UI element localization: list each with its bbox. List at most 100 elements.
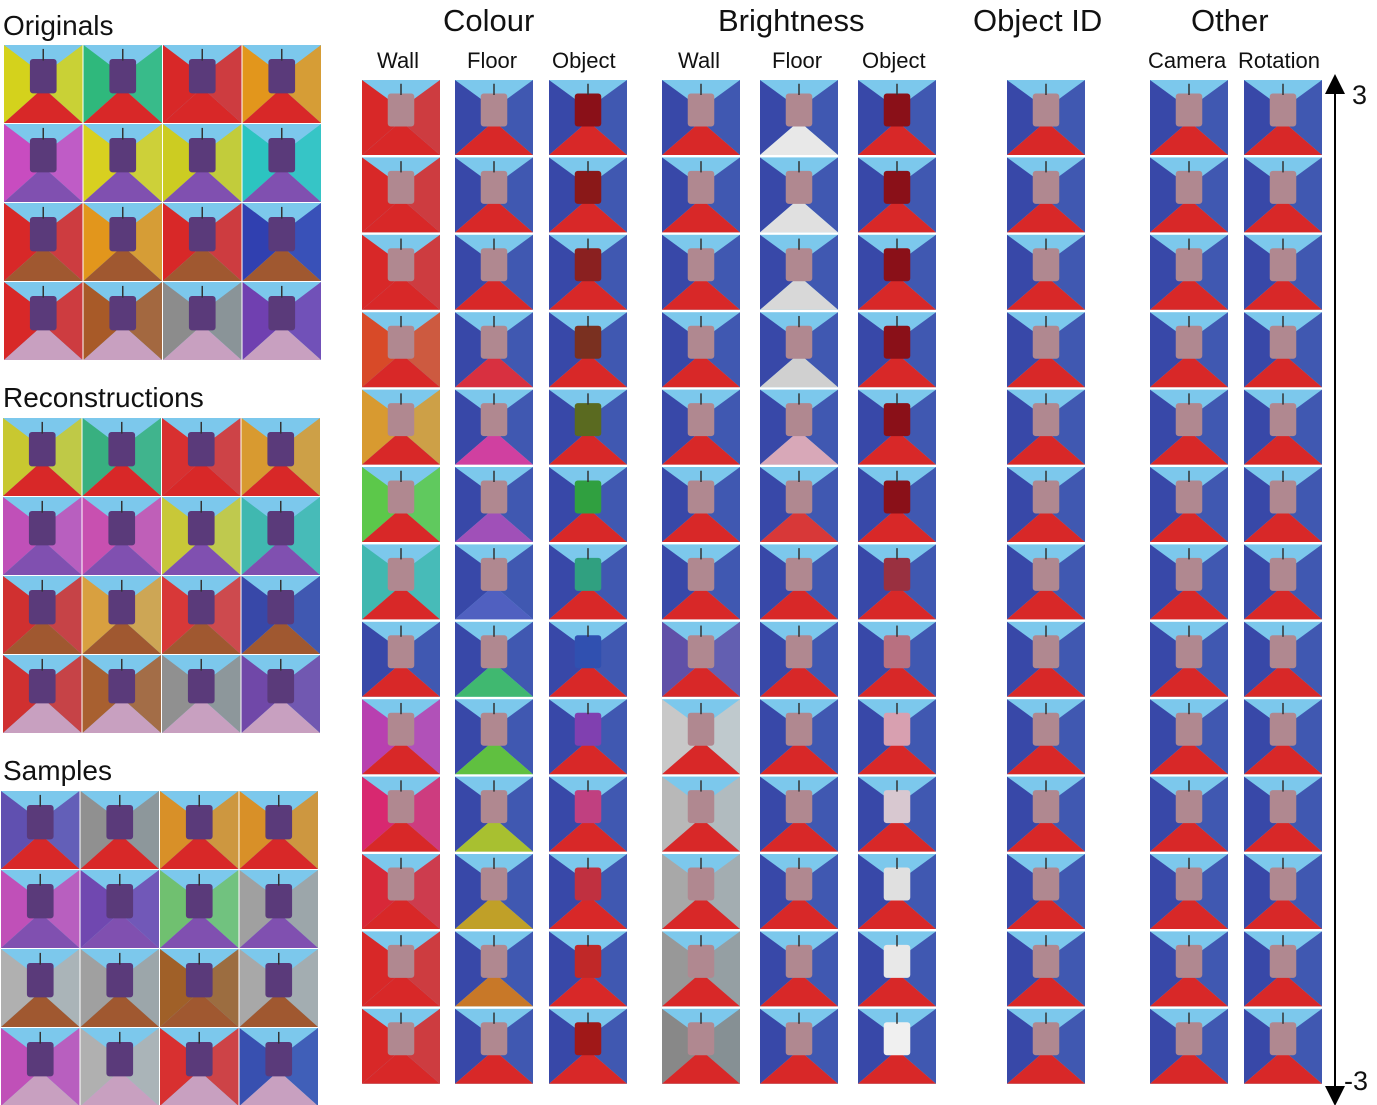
colour-wall-header: Wall: [377, 48, 419, 73]
colour-wall-step-10: [362, 854, 440, 929]
object-id-step-12: [1007, 1008, 1085, 1084]
brightness-wall-step-10: [662, 854, 740, 929]
other-camera-step-6: [1150, 544, 1228, 620]
object-id-step-11: [1007, 931, 1085, 1007]
brightness-wall-step-2: [662, 234, 740, 310]
reconstructions-cell-1-2: [162, 497, 241, 575]
other-rotation-step-8: [1244, 699, 1322, 775]
colour-floor-step-4: [455, 389, 533, 465]
other-camera-step-1: [1150, 157, 1228, 233]
brightness-object-step-11: [858, 931, 936, 1007]
colour-object-header: Object: [552, 48, 616, 73]
brightness-object-step-5: [858, 467, 936, 542]
brightness-group-title: Brightness: [718, 3, 865, 38]
brightness-floor-step-8: [760, 699, 838, 775]
originals-cell-2-3: [242, 203, 321, 281]
reconstructions-cell-0-3: [241, 418, 320, 496]
brightness-floor-step-6: [760, 544, 838, 620]
originals-cell-0-3: [242, 45, 321, 123]
colour-floor-step-2: [455, 234, 533, 310]
reconstructions-cell-1-0: [3, 497, 82, 575]
reconstructions-cell-2-0: [3, 576, 82, 654]
originals-cell-1-0: [4, 124, 83, 202]
colour-wall-step-9: [362, 776, 440, 852]
colour-wall-step-8: [362, 699, 440, 775]
colour-floor-step-1: [455, 157, 533, 233]
brightness-floor-header: Floor: [772, 48, 823, 73]
originals-cell-0-1: [83, 45, 162, 123]
brightness-wall-step-5: [662, 467, 740, 542]
colour-floor-step-3: [455, 312, 533, 388]
other-rotation-step-0: [1244, 80, 1322, 155]
brightness-object-step-6: [858, 544, 936, 620]
colour-wall-step-6: [362, 544, 440, 620]
object-id-group-title: Object ID: [973, 3, 1103, 38]
brightness-wall-step-7: [662, 621, 740, 697]
other-rotation-step-11: [1244, 931, 1322, 1007]
colour-wall-step-2: [362, 234, 440, 310]
object-id-step-6: [1007, 544, 1085, 620]
brightness-floor-step-0: [760, 80, 838, 155]
originals-cell-1-3: [242, 124, 321, 202]
other-camera-step-10: [1150, 854, 1228, 929]
axis-bottom-label: -3: [1344, 1066, 1369, 1096]
reconstructions-cell-0-1: [82, 418, 161, 496]
other-camera-step-7: [1150, 621, 1228, 697]
colour-floor-step-5: [455, 467, 533, 542]
brightness-wall-step-9: [662, 776, 740, 852]
object-id-step-5: [1007, 467, 1085, 542]
reconstructions-cell-3-1: [82, 655, 161, 733]
brightness-floor-step-5: [760, 467, 838, 542]
samples-cell-2-3: [239, 949, 318, 1027]
colour-object-step-2: [549, 234, 627, 310]
other-group-title: Other: [1191, 3, 1269, 38]
brightness-floor-step-2: [760, 234, 838, 310]
samples-cell-0-0: [1, 791, 80, 869]
colour-object-step-5: [549, 467, 627, 542]
colour-floor-step-9: [455, 776, 533, 852]
axis-top-label: 3: [1352, 80, 1368, 110]
reconstructions-title: Reconstructions: [3, 382, 204, 413]
other-rotation-step-1: [1244, 157, 1322, 233]
brightness-object-step-9: [858, 776, 936, 852]
originals-cell-2-1: [83, 203, 162, 281]
other-rotation-step-3: [1244, 312, 1322, 388]
samples-cell-3-3: [239, 1028, 318, 1105]
reconstructions-cell-3-0: [3, 655, 82, 733]
originals-cell-0-0: [4, 45, 83, 123]
other-camera-step-11: [1150, 931, 1228, 1007]
reconstructions-cell-2-2: [162, 576, 241, 654]
brightness-wall-step-1: [662, 157, 740, 233]
originals-cell-3-2: [163, 282, 242, 360]
colour-floor-step-11: [455, 931, 533, 1007]
brightness-object-step-12: [858, 1008, 936, 1084]
samples-cell-1-0: [1, 870, 80, 948]
colour-object-step-11: [549, 931, 627, 1007]
colour-group-title: Colour: [443, 3, 535, 38]
other-rotation-step-7: [1244, 621, 1322, 697]
colour-floor-step-7: [455, 621, 533, 697]
brightness-floor-step-11: [760, 931, 838, 1007]
originals-cell-1-1: [83, 124, 162, 202]
other-rotation-step-9: [1244, 776, 1322, 852]
other-camera-step-9: [1150, 776, 1228, 852]
other-camera-step-5: [1150, 467, 1228, 542]
other-camera-step-3: [1150, 312, 1228, 388]
brightness-object-step-3: [858, 312, 936, 388]
samples-title: Samples: [3, 755, 112, 786]
other-camera-step-2: [1150, 234, 1228, 310]
brightness-floor-step-3: [760, 312, 838, 388]
object-id-step-8: [1007, 699, 1085, 775]
reconstructions-cell-2-1: [82, 576, 161, 654]
colour-object-step-3: [549, 312, 627, 388]
brightness-wall-step-3: [662, 312, 740, 388]
brightness-floor-step-10: [760, 854, 838, 929]
colour-floor-step-0: [455, 80, 533, 155]
object-id-step-1: [1007, 157, 1085, 233]
colour-object-step-12: [549, 1008, 627, 1084]
other-camera-step-12: [1150, 1008, 1228, 1084]
colour-object-step-4: [549, 389, 627, 465]
reconstructions-cell-3-2: [162, 655, 241, 733]
brightness-floor-step-4: [760, 389, 838, 465]
